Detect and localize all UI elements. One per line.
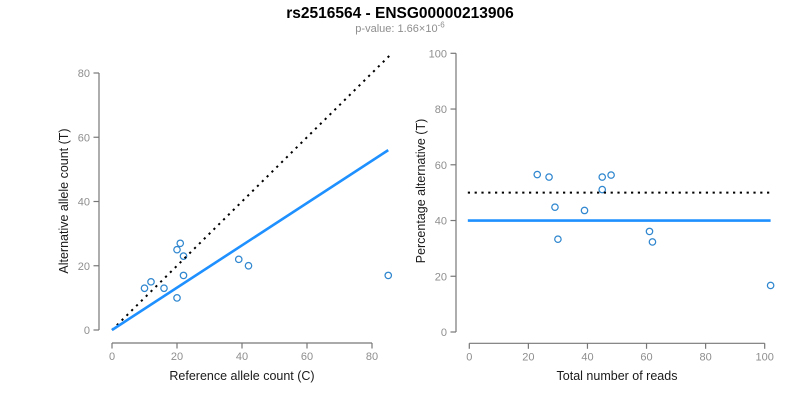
y-tick-label: 20 [78,261,90,273]
data-point [551,203,559,211]
data-point [645,227,654,236]
x-tick-label: 60 [640,351,652,363]
identity-line [111,53,392,331]
y-tick-label: 0 [441,327,447,339]
y-tick-label: 60 [78,132,90,144]
data-point [533,170,542,179]
x-tick-label: 20 [522,351,534,363]
data-point [160,284,168,293]
x-tick-label: 100 [756,351,774,363]
p-value-text: p-value: 1.66×10 [355,23,438,35]
left-y-axis-title: Alternative allele count (T) [57,128,71,274]
data-point [766,281,775,290]
right-x-axis-title: Total number of reads [556,369,678,383]
data-point [176,239,185,248]
data-point [598,185,607,194]
data-point [554,235,562,244]
data-point [234,255,243,264]
scatter-plots-canvas: 0 20 40 60 80 0 20 40 60 80 0 20 40 60 80 100 0 20 40 60 80 1… [78,48,775,363]
data-point [244,261,253,270]
p-value-exponent: -6 [437,20,445,30]
x-tick-label: 40 [581,351,593,363]
data-point [179,252,188,260]
x-tick-label: 60 [301,351,313,363]
data-point [545,173,553,181]
y-axis: 0 20 40 60 80 100 [429,48,457,339]
x-tick-label: 0 [466,351,472,363]
data-points [140,239,393,302]
y-tick-label: 40 [78,197,90,209]
y-tick-label: 100 [429,48,447,60]
data-point [173,294,181,302]
x-axis: 0 20 40 60 80 [109,342,378,363]
x-tick-label: 40 [236,351,248,363]
x-tick-label: 80 [699,351,711,363]
percentage-panel: 0 20 40 60 80 100 0 20 40 60 80 100 [429,48,775,363]
data-point [384,271,393,280]
data-point [173,245,181,254]
figure-subtitle: p-value: 1.66×10-6 [0,20,800,35]
y-tick-label: 60 [435,160,447,172]
allele-counts-panel: 0 20 40 60 80 0 20 40 60 80 [78,53,393,363]
y-tick-label: 80 [78,68,90,80]
data-point [140,284,149,293]
data-point [580,206,589,215]
data-point [598,173,607,181]
y-tick-label: 0 [84,325,90,337]
x-tick-label: 20 [171,351,183,363]
figure-title: rs2516564 - ENSG00000213906 [286,5,514,22]
data-point [179,271,188,280]
x-axis: 0 20 40 60 80 100 [466,342,774,363]
data-points [533,170,775,290]
data-point [648,238,657,246]
right-y-axis-title: Percentage alternative (T) [414,118,428,264]
y-tick-label: 40 [435,216,447,228]
data-point [607,171,615,179]
y-tick-label: 20 [435,271,447,283]
x-tick-label: 80 [366,351,378,363]
fit-line [111,149,389,332]
left-x-axis-title: Reference allele count (C) [169,369,315,383]
x-tick-label: 0 [109,351,115,363]
y-tick-label: 80 [435,104,447,116]
data-point [147,277,155,286]
y-axis: 0 20 40 60 80 [78,68,100,337]
